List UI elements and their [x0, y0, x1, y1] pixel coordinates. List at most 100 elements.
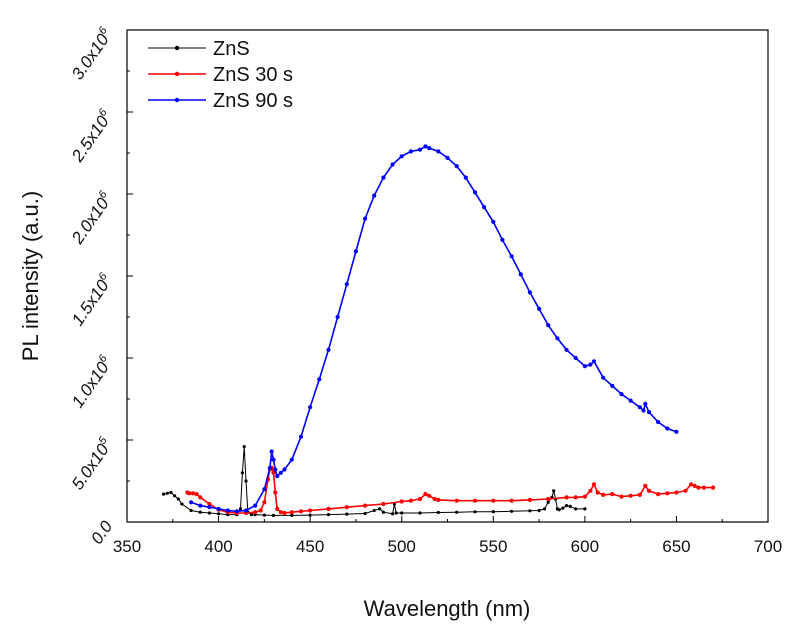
data-point — [335, 314, 340, 320]
data-point — [674, 429, 679, 434]
data-point — [500, 237, 505, 242]
data-point — [275, 506, 280, 511]
y-axis-title: PL intensity (a.u.) — [18, 191, 43, 361]
data-point — [267, 465, 272, 470]
data-point — [243, 508, 249, 513]
data-point — [546, 323, 551, 328]
data-point — [173, 494, 177, 498]
data-point — [298, 509, 304, 514]
data-point — [537, 306, 542, 311]
data-point — [557, 508, 561, 512]
data-point — [527, 290, 533, 295]
data-point — [207, 501, 212, 507]
data-point — [463, 175, 468, 180]
data-point — [574, 507, 578, 511]
data-point — [418, 511, 422, 515]
data-point — [619, 494, 624, 499]
data-point — [583, 507, 587, 511]
data-point — [436, 497, 441, 502]
data-point — [394, 511, 398, 515]
data-point — [399, 154, 404, 159]
data-point — [271, 513, 276, 518]
data-point — [372, 193, 377, 198]
data-point — [564, 495, 569, 500]
x-tick-label: 600 — [571, 537, 599, 556]
legend-label: ZnS — [213, 38, 250, 60]
data-point — [417, 496, 423, 502]
data-point — [643, 483, 648, 488]
data-point — [610, 492, 615, 497]
data-point — [234, 509, 239, 514]
data-point — [454, 164, 459, 169]
x-tick-label: 650 — [662, 537, 690, 556]
data-point — [271, 457, 276, 462]
x-tick-label: 350 — [113, 537, 141, 556]
data-point — [408, 149, 413, 154]
data-point — [207, 505, 212, 510]
x-tick-label: 500 — [388, 537, 416, 556]
data-point — [381, 510, 385, 514]
data-point — [646, 410, 652, 415]
data-point — [561, 506, 565, 510]
data-point — [198, 495, 203, 500]
data-point — [225, 508, 230, 513]
data-point — [308, 508, 313, 513]
data-point — [278, 470, 283, 475]
data-point — [363, 503, 368, 508]
legend-marker — [174, 71, 180, 77]
data-point — [345, 512, 349, 516]
series-layer — [162, 144, 716, 518]
data-point — [564, 347, 569, 352]
data-point — [455, 510, 459, 514]
data-point — [400, 511, 404, 515]
data-point — [317, 377, 322, 382]
data-point — [656, 492, 661, 497]
data-point — [189, 500, 194, 505]
data-point — [432, 496, 437, 502]
data-point — [445, 155, 450, 160]
data-point — [344, 282, 349, 287]
data-point — [491, 219, 496, 224]
data-point — [282, 467, 287, 472]
data-point — [564, 504, 569, 508]
data-point — [568, 504, 572, 508]
data-point — [165, 491, 169, 495]
legend-marker — [174, 45, 180, 51]
data-point — [591, 482, 597, 487]
data-point — [637, 405, 642, 410]
data-point — [472, 498, 478, 503]
data-point — [308, 513, 312, 517]
data-point — [216, 506, 221, 511]
data-point — [253, 510, 258, 515]
data-point — [344, 505, 349, 510]
data-point — [417, 147, 423, 152]
data-point — [238, 507, 243, 511]
data-point — [546, 496, 551, 502]
data-point — [269, 449, 274, 454]
data-point — [198, 510, 202, 514]
legend-label: ZnS 90 s — [213, 90, 293, 112]
data-point — [528, 509, 532, 513]
x-tick-label: 550 — [479, 537, 507, 556]
data-point — [390, 162, 395, 167]
data-point — [595, 490, 600, 495]
data-point — [408, 498, 413, 503]
data-point — [275, 474, 280, 479]
data-point — [162, 492, 166, 496]
data-point — [298, 434, 304, 439]
x-tick-label: 400 — [204, 537, 232, 556]
data-point — [641, 408, 646, 413]
data-point — [391, 512, 395, 516]
data-point — [372, 508, 376, 513]
data-point — [289, 510, 294, 515]
data-point — [674, 490, 679, 495]
data-point — [262, 487, 267, 492]
data-point — [427, 146, 432, 151]
x-axis-title: Wavelength (nm) — [364, 596, 531, 621]
data-point — [436, 510, 440, 515]
data-point — [573, 355, 578, 361]
data-point — [262, 513, 266, 517]
data-point — [180, 502, 184, 506]
data-point — [363, 511, 367, 516]
data-point — [363, 216, 368, 221]
